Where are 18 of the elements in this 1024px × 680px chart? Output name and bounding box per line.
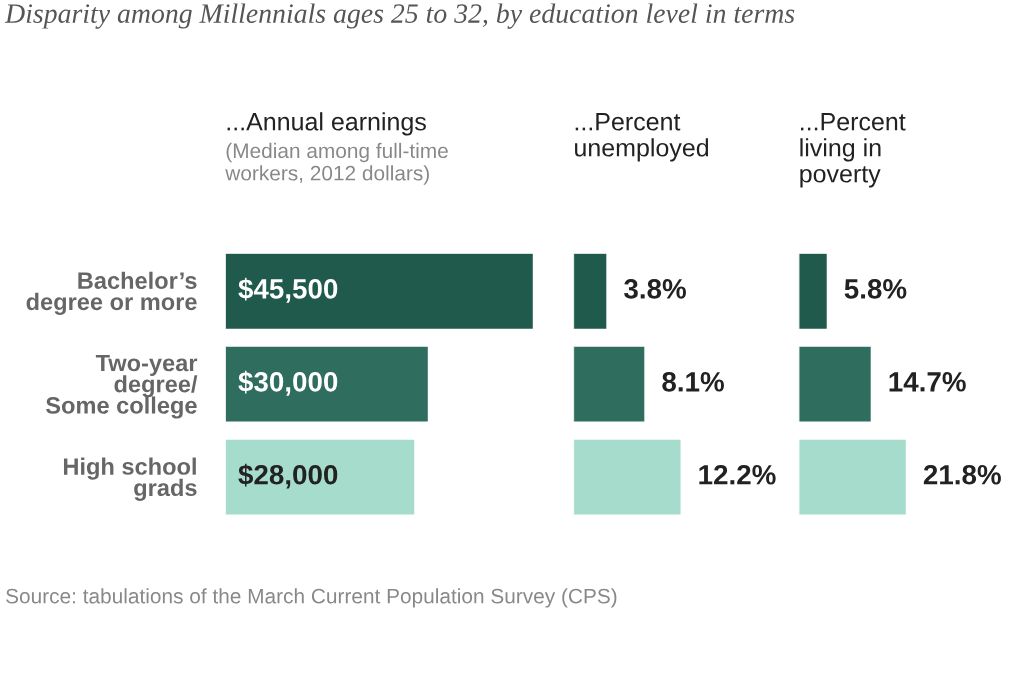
source-note: Source: tabulations of the March Current Population Survey (CPS) <box>6 588 617 608</box>
chart-subtitle: ...Annual earnings <box>227 112 426 136</box>
chart-title: Disparity among Millennials ages 25 to 32, by education level in terms <box>4 3 795 29</box>
data-label: 12.2% <box>699 464 776 485</box>
y-tick-label: Bachelor’s degree or more <box>26 271 197 315</box>
y-tick-label: High school grads <box>63 457 197 501</box>
text: (Median among full-time workers, 2012 dollars) <box>225 142 448 185</box>
data-label: 3.8% <box>624 279 686 299</box>
data-label: $45,500 <box>238 277 338 303</box>
chart-subtitle: ...Percent living in poverty <box>800 113 906 188</box>
data-label: 5.8% <box>844 279 907 299</box>
data-label: 8.1% <box>662 371 724 392</box>
y-tick-label: Two-year degree/ Some college <box>45 354 198 419</box>
data-label: $30,000 <box>238 370 338 396</box>
data-label: 21.8% <box>923 464 1001 485</box>
data-label: 14.7% <box>889 372 966 392</box>
chart-subtitle: ...Percent unemployed <box>575 113 709 162</box>
data-label: $28,000 <box>238 463 338 489</box>
